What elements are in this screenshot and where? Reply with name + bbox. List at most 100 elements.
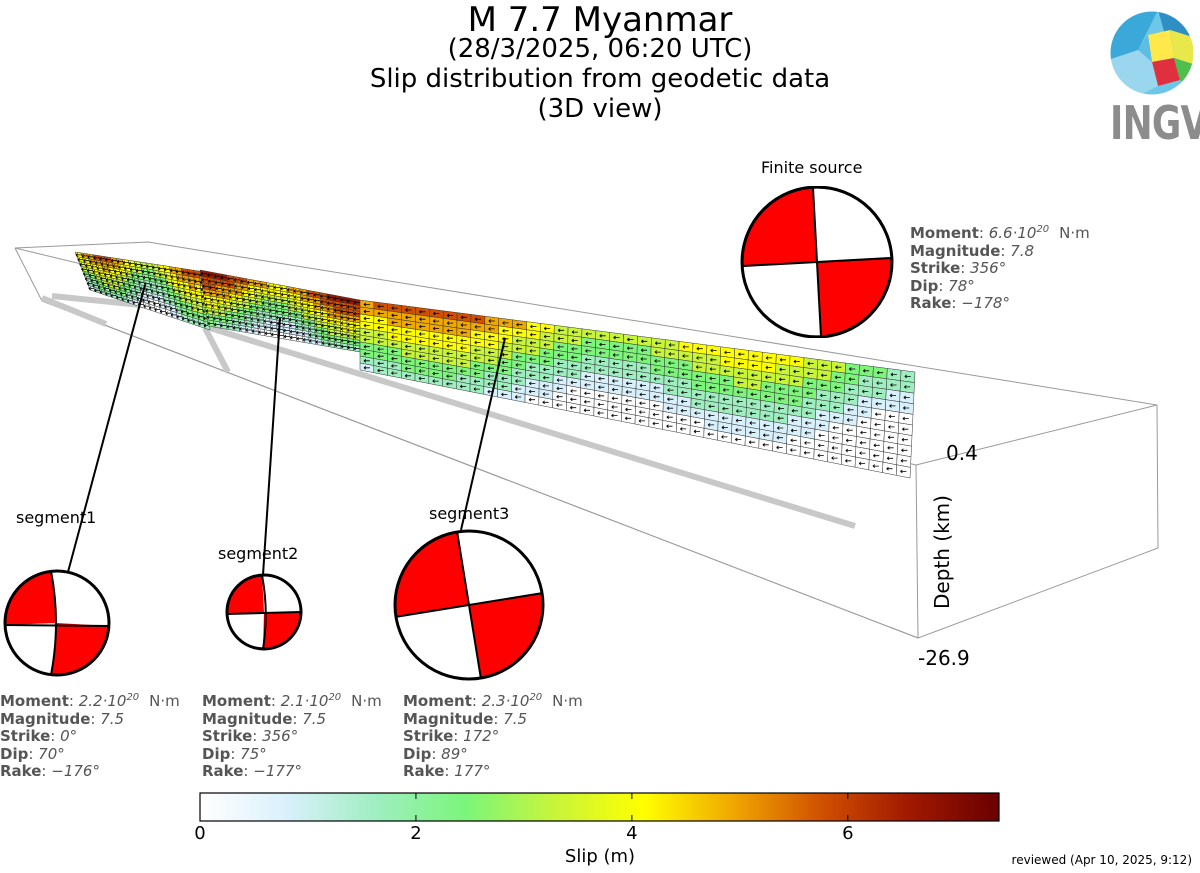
slip-vector <box>242 297 249 302</box>
slip-vector <box>191 313 199 317</box>
slip-vector <box>777 406 785 411</box>
slip-vector <box>667 379 674 383</box>
slip-vector <box>460 346 467 350</box>
slip-vector <box>708 404 715 409</box>
slip-vector <box>340 303 347 308</box>
slip-vector <box>391 356 398 361</box>
slip-vector <box>654 341 662 346</box>
slip-vector <box>460 376 467 381</box>
slip-vector <box>391 335 398 339</box>
slip-vector <box>99 290 106 294</box>
slip-vector <box>515 379 522 383</box>
slip-vector <box>515 346 523 351</box>
slip-vector <box>229 295 236 299</box>
slip-vector <box>792 379 800 384</box>
slip-vector <box>191 306 198 310</box>
slip-vector <box>778 387 785 391</box>
slip-vector <box>902 427 909 432</box>
slip-vector <box>181 316 188 321</box>
slip-vector <box>653 403 660 408</box>
slip-vector <box>597 393 605 398</box>
slip-vector <box>221 287 229 292</box>
slip-vector <box>347 339 354 344</box>
slip-vector <box>102 267 109 272</box>
slip-vector <box>214 280 221 285</box>
slip-vector <box>131 295 138 299</box>
slip-vector <box>667 397 674 402</box>
slip-vector <box>94 261 102 265</box>
slip-vector <box>99 276 107 281</box>
slip-vector <box>820 383 827 388</box>
slip-vector <box>115 275 122 279</box>
slip-vector <box>682 354 689 358</box>
slip-vector <box>859 440 866 445</box>
colorbar-tick-label: 2 <box>410 823 422 844</box>
slip-vector <box>845 458 852 463</box>
slip-vector <box>333 314 341 318</box>
slip-vector <box>529 357 536 361</box>
slip-vector <box>667 388 674 392</box>
slip-vector <box>112 284 120 289</box>
slip-vector <box>848 377 855 382</box>
slip-vector <box>220 275 227 280</box>
slip-vector <box>81 267 88 272</box>
slip-vector <box>353 335 360 339</box>
slip-vector <box>141 269 148 274</box>
slip-vector <box>473 363 481 368</box>
slip-vector <box>817 453 824 458</box>
slip-vector <box>288 305 295 310</box>
slip-vector <box>193 272 200 277</box>
slip-vector <box>289 323 296 328</box>
slip-vector <box>251 329 259 333</box>
slip-vector <box>264 325 271 330</box>
slip-vector <box>315 340 322 344</box>
slip-vector <box>88 286 95 291</box>
slip-vector <box>638 419 645 423</box>
slip-vector <box>159 272 166 277</box>
slip-vector <box>274 297 281 302</box>
slip-vector <box>887 435 895 440</box>
slip-vector <box>129 267 137 272</box>
slip-vector <box>201 278 208 282</box>
slip-vector <box>832 425 839 430</box>
slip-vector <box>418 361 425 366</box>
slip-vector <box>110 293 117 298</box>
slip-vector <box>363 302 370 307</box>
slip-vector <box>542 392 549 396</box>
slip-vector <box>639 392 646 397</box>
slip-vector <box>135 290 142 295</box>
slip-vector <box>501 392 508 397</box>
slip-vector <box>585 349 592 353</box>
slip-vector <box>173 294 180 299</box>
slip-vector <box>269 314 276 319</box>
slip-vector <box>164 274 172 278</box>
slip-vector <box>764 385 771 389</box>
slip-vector <box>432 334 440 338</box>
slip-vector <box>295 324 302 329</box>
slip-vector <box>710 357 717 362</box>
slip-vector <box>132 300 139 305</box>
slip-vector <box>353 346 360 351</box>
slip-vector <box>168 300 176 304</box>
slip-vector <box>217 305 224 309</box>
slip-vector <box>860 430 867 435</box>
slip-vector <box>87 254 94 259</box>
slip-vector <box>418 332 426 336</box>
slip-vector <box>301 314 308 318</box>
slip-vector <box>473 371 481 376</box>
slip-vector <box>543 334 551 339</box>
slip-vector <box>542 400 549 405</box>
slip-vector <box>340 309 347 314</box>
slip-vector <box>113 269 121 274</box>
slip-vector <box>460 361 467 366</box>
slip-vector <box>181 270 188 275</box>
slip-vector <box>542 384 549 388</box>
slip-vector <box>222 294 229 298</box>
slip-vector <box>888 414 895 419</box>
slip-vector <box>189 292 196 296</box>
slip-vector <box>694 411 701 415</box>
slip-vector <box>639 401 646 406</box>
slip-vector <box>190 299 197 303</box>
slip-vector <box>845 448 852 453</box>
